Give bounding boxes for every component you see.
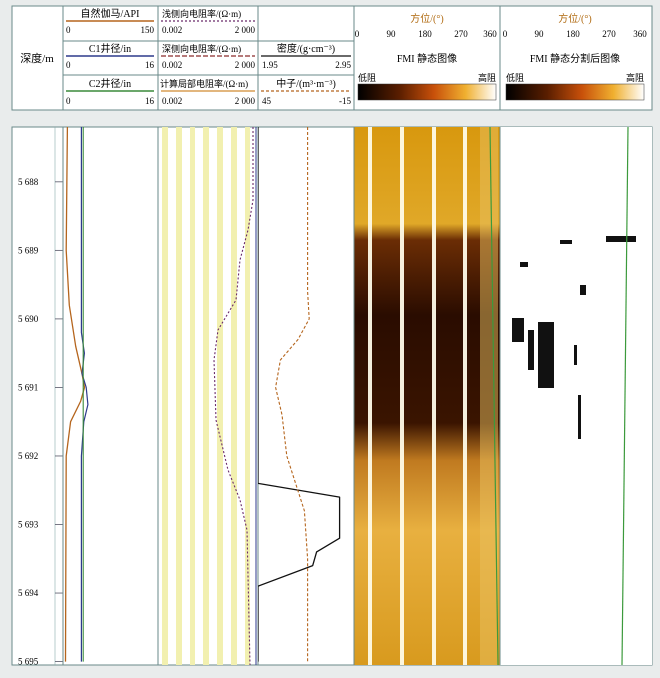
c1-track-max: 16 bbox=[145, 60, 155, 70]
fmi-static-low-label: 低阻 bbox=[358, 72, 376, 83]
cnl-track-min: 45 bbox=[262, 96, 272, 106]
fmi-static-azimuth-label: 方位/(°) bbox=[410, 12, 443, 25]
llD-track-name: 深侧向电阻率/(Ω·m) bbox=[162, 43, 241, 54]
llS-track-name: 浅侧向电阻率/(Ω·m) bbox=[162, 8, 241, 19]
fmi-static-high-label: 高阻 bbox=[478, 72, 496, 83]
depth-header-label: 深度/m bbox=[20, 51, 54, 65]
llS-track-max: 2 000 bbox=[235, 25, 256, 35]
fmi-static-image-panel bbox=[354, 126, 500, 666]
rlocal-track-min: 0.002 bbox=[162, 96, 182, 106]
den-track-min: 1.95 bbox=[262, 60, 278, 70]
fmi-seg-high-label: 高阻 bbox=[626, 72, 644, 83]
depth-tick-label: 5 695 bbox=[18, 657, 39, 667]
fmi-seg-azimuth-label: 方位/(°) bbox=[558, 12, 591, 25]
neutron-curve bbox=[275, 127, 310, 662]
fmi-static-color-scale bbox=[357, 83, 497, 101]
depth-tick-label: 5 691 bbox=[18, 382, 38, 392]
log-body: 5 688 5 689 5 690 5 691 5 692 5 693 5 694 5 695 bbox=[11, 126, 653, 667]
cnl-track-max: -15 bbox=[339, 96, 351, 106]
depth-tick-label: 5 689 bbox=[18, 245, 39, 255]
fmi-seg-tick-0: 0 bbox=[503, 29, 508, 39]
c2-track-name: C2井径/in bbox=[89, 77, 131, 90]
c1-track-min: 0 bbox=[66, 60, 71, 70]
resistivity-track-background bbox=[162, 127, 250, 665]
llD-track-max: 2 000 bbox=[235, 60, 256, 70]
gr-track-max: 150 bbox=[141, 25, 155, 35]
rlocal-track-max: 2 000 bbox=[235, 96, 256, 106]
c1-track-name: C1井径/in bbox=[89, 42, 131, 55]
fmi-static-tick-1: 90 bbox=[387, 29, 397, 39]
fmi-static-tick-0: 0 bbox=[355, 29, 360, 39]
fmi-static-title: FMI 静态图像 bbox=[397, 52, 457, 65]
den-track-name: 密度/(g·cm⁻³) bbox=[277, 42, 335, 55]
rlocal-track-name: 计算局部电阻率/(Ω·m) bbox=[160, 78, 248, 89]
cnl-track-name: 中子/(m³·m⁻³) bbox=[276, 77, 336, 90]
depth-axis: 5 688 5 689 5 690 5 691 5 692 5 693 5 694 5 695 bbox=[18, 177, 63, 667]
density-curve bbox=[258, 127, 341, 662]
depth-tick-label: 5 688 bbox=[18, 177, 39, 187]
llS-track-min: 0.002 bbox=[162, 25, 182, 35]
depth-tick-label: 5 692 bbox=[18, 451, 38, 461]
fmi-seg-tick-4: 360 bbox=[633, 29, 647, 39]
resistivity-curves bbox=[213, 127, 257, 665]
fmi-static-tick-4: 360 bbox=[483, 29, 497, 39]
depth-tick-label: 5 693 bbox=[18, 520, 39, 530]
den-track-max: 2.95 bbox=[335, 60, 351, 70]
llD-track-min: 0.002 bbox=[162, 60, 182, 70]
fmi-static-tick-3: 270 bbox=[454, 29, 468, 39]
c2-track-min: 0 bbox=[66, 96, 71, 106]
fmi-seg-tick-2: 180 bbox=[566, 29, 580, 39]
log-header: 深度/m 自然伽马/API 0 150 C1井径/in 0 16 C2井径/in… bbox=[11, 5, 653, 111]
depth-tick-label: 5 694 bbox=[18, 588, 39, 598]
fmi-seg-color-scale bbox=[505, 83, 645, 101]
fmi-static-tick-2: 180 bbox=[418, 29, 432, 39]
gr-track-name: 自然伽马/API bbox=[81, 7, 140, 20]
gr-track-min: 0 bbox=[66, 25, 71, 35]
fmi-seg-tick-3: 270 bbox=[602, 29, 616, 39]
fmi-seg-low-label: 低阻 bbox=[506, 72, 524, 83]
c2-track-max: 16 bbox=[145, 96, 155, 106]
fmi-seg-title: FMI 静态分割后图像 bbox=[530, 52, 620, 65]
fmi-seg-tick-1: 90 bbox=[535, 29, 545, 39]
caliper-c1-curve bbox=[80, 127, 89, 662]
depth-tick-label: 5 690 bbox=[18, 314, 39, 324]
fmi-segmented-image-panel bbox=[500, 126, 652, 666]
